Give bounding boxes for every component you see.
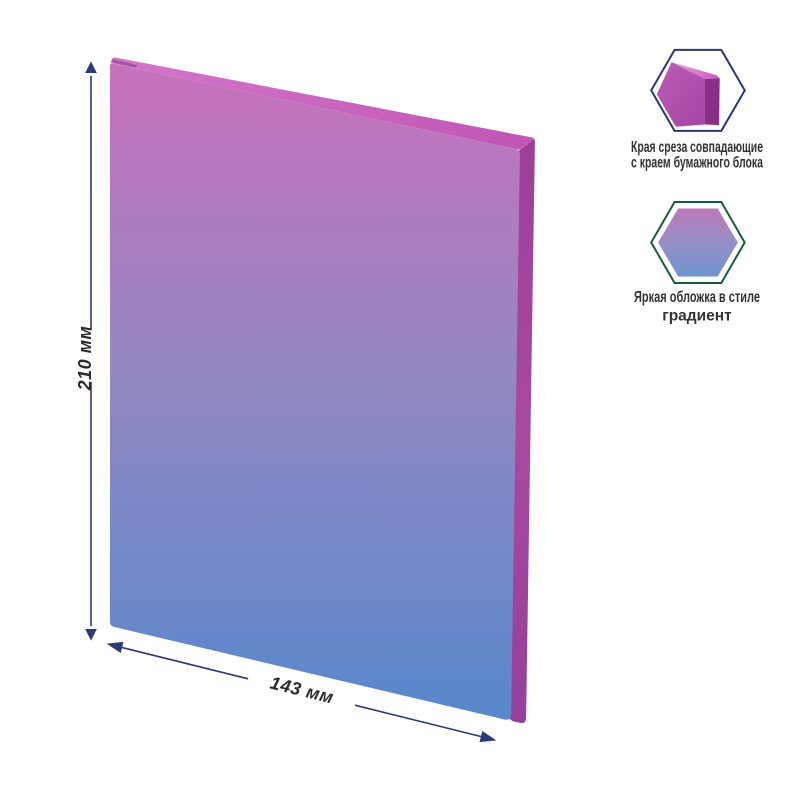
svg-text:с краем бумажного блока: с краем бумажного блока xyxy=(631,154,763,171)
svg-text:Яркая обложка в стиле: Яркая обложка в стиле xyxy=(634,289,760,306)
svg-text:градиент: градиент xyxy=(662,308,732,325)
svg-text:210 мм: 210 мм xyxy=(75,326,95,392)
svg-text:143 мм: 143 мм xyxy=(268,673,336,708)
